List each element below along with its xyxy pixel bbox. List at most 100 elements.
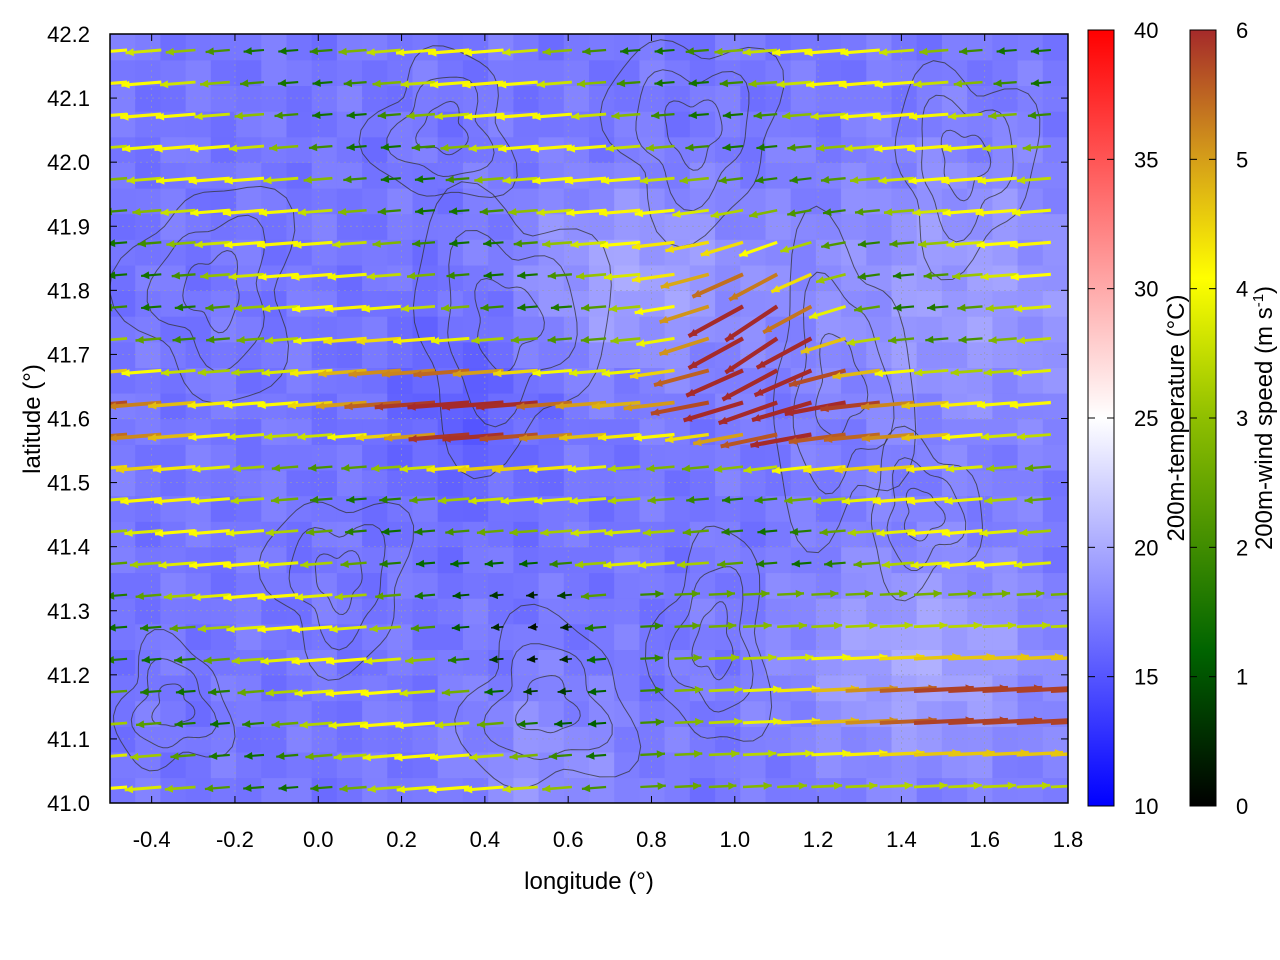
wind-vector-shaft xyxy=(762,304,813,335)
wind-vector xyxy=(441,400,504,411)
wind-vector xyxy=(110,721,128,726)
contour-line xyxy=(386,76,495,178)
heatmap-cell xyxy=(967,546,994,574)
heatmap-cell xyxy=(967,726,994,753)
wind-vector-shaft xyxy=(1050,719,1068,725)
wind-vector-head xyxy=(227,432,236,441)
wind-vector-head xyxy=(170,752,179,761)
wind-vector-head xyxy=(446,271,455,280)
wind-vector-head xyxy=(787,143,796,152)
wind-vector-head xyxy=(380,175,390,183)
wind-vector xyxy=(558,432,607,442)
heatmap-cell xyxy=(866,726,893,753)
wind-vector xyxy=(268,143,299,152)
wind-vector-head xyxy=(576,272,585,280)
wind-vector-head xyxy=(813,496,822,505)
wind-vector-head xyxy=(725,364,735,373)
wind-vector-head xyxy=(367,785,376,793)
wind-vector xyxy=(708,589,736,598)
heatmap-cell xyxy=(437,34,464,61)
wind-vector xyxy=(291,272,333,281)
wind-vector-head xyxy=(756,360,766,368)
wind-vector xyxy=(654,79,675,87)
heatmap-cell xyxy=(815,777,842,803)
wind-vector-head xyxy=(242,720,251,728)
heatmap-cell xyxy=(941,34,968,61)
wind-vector xyxy=(901,400,949,410)
wind-vector-head xyxy=(901,401,910,410)
wind-vector-head xyxy=(800,346,810,354)
wind-vector xyxy=(208,688,230,696)
wind-vector-head xyxy=(659,315,669,324)
wind-vector xyxy=(777,782,807,790)
wind-vector-head xyxy=(768,653,777,662)
wind-vector-head xyxy=(608,304,618,313)
wind-vector-shaft xyxy=(1050,752,1068,757)
wind-colorbar-title-superscript: -1 xyxy=(1250,294,1267,307)
wind-vector-head xyxy=(165,47,174,56)
heatmap-cell xyxy=(765,162,792,189)
wind-vector xyxy=(958,335,983,344)
wind-vector-head xyxy=(154,144,163,153)
wind-vector xyxy=(462,80,504,89)
wind-vector-head xyxy=(688,111,697,119)
wind-vector-head xyxy=(755,559,765,568)
wind-vector-head xyxy=(169,624,178,633)
wind-vector-head xyxy=(175,687,185,696)
wind-vector xyxy=(408,432,470,443)
wind-vector xyxy=(172,335,196,344)
wind-vector-head xyxy=(132,208,141,216)
wind-vector xyxy=(754,496,778,504)
wind-vector-head xyxy=(656,750,665,758)
heatmap-cell xyxy=(336,85,363,112)
x-tick-label: 0.8 xyxy=(636,827,667,852)
heatmap-cell xyxy=(614,469,641,497)
wind-vector-head xyxy=(582,47,591,56)
heatmap-cell xyxy=(614,162,641,189)
wind-vector xyxy=(257,400,299,409)
wind-vector-shaft xyxy=(441,400,504,410)
wind-vector-head xyxy=(939,781,948,790)
wind-vector-head xyxy=(821,241,830,250)
wind-vector xyxy=(258,208,299,217)
wind-vector-head xyxy=(312,79,321,87)
heatmap-cell xyxy=(362,418,389,445)
heatmap-cell xyxy=(916,546,943,574)
wind-vector xyxy=(728,272,779,302)
wind-vector xyxy=(777,749,814,758)
heatmap-cell xyxy=(689,136,716,163)
wind-vector-head xyxy=(686,495,695,504)
wind-vector-head xyxy=(1013,561,1023,569)
heatmap-cell xyxy=(866,649,893,676)
wind-vector xyxy=(786,209,812,217)
wind-vector-shaft xyxy=(110,176,128,181)
wind-vector-head xyxy=(147,433,157,442)
wind-vector-shaft xyxy=(1050,687,1068,693)
wind-vector-head xyxy=(361,304,370,313)
heatmap-cell xyxy=(1017,59,1044,86)
wind-vector xyxy=(713,465,744,473)
wind-vector xyxy=(907,529,949,538)
wind-vector-head xyxy=(874,144,883,153)
heatmap-cell xyxy=(336,597,363,625)
wind-vector-head xyxy=(580,335,590,344)
wind-vector-head xyxy=(763,782,772,790)
wind-vector xyxy=(174,720,196,728)
wind-vector xyxy=(227,432,265,441)
wind-vector-head xyxy=(776,80,785,89)
wind-vector xyxy=(838,80,880,89)
heatmap-cell xyxy=(160,597,187,625)
wind-vector-head xyxy=(110,623,116,632)
wind-vector xyxy=(411,143,436,152)
wind-vector xyxy=(634,304,675,316)
wind-vector xyxy=(1016,621,1051,630)
wind-vector xyxy=(261,368,299,377)
wind-vector xyxy=(784,496,812,505)
wind-vector-head xyxy=(977,176,987,185)
wind-vector-head xyxy=(510,336,520,344)
heatmap-cell xyxy=(639,751,666,779)
heatmap-cell xyxy=(941,726,968,753)
wind-vector xyxy=(374,400,436,411)
wind-vector xyxy=(547,335,572,344)
heatmap-cell xyxy=(362,546,389,574)
